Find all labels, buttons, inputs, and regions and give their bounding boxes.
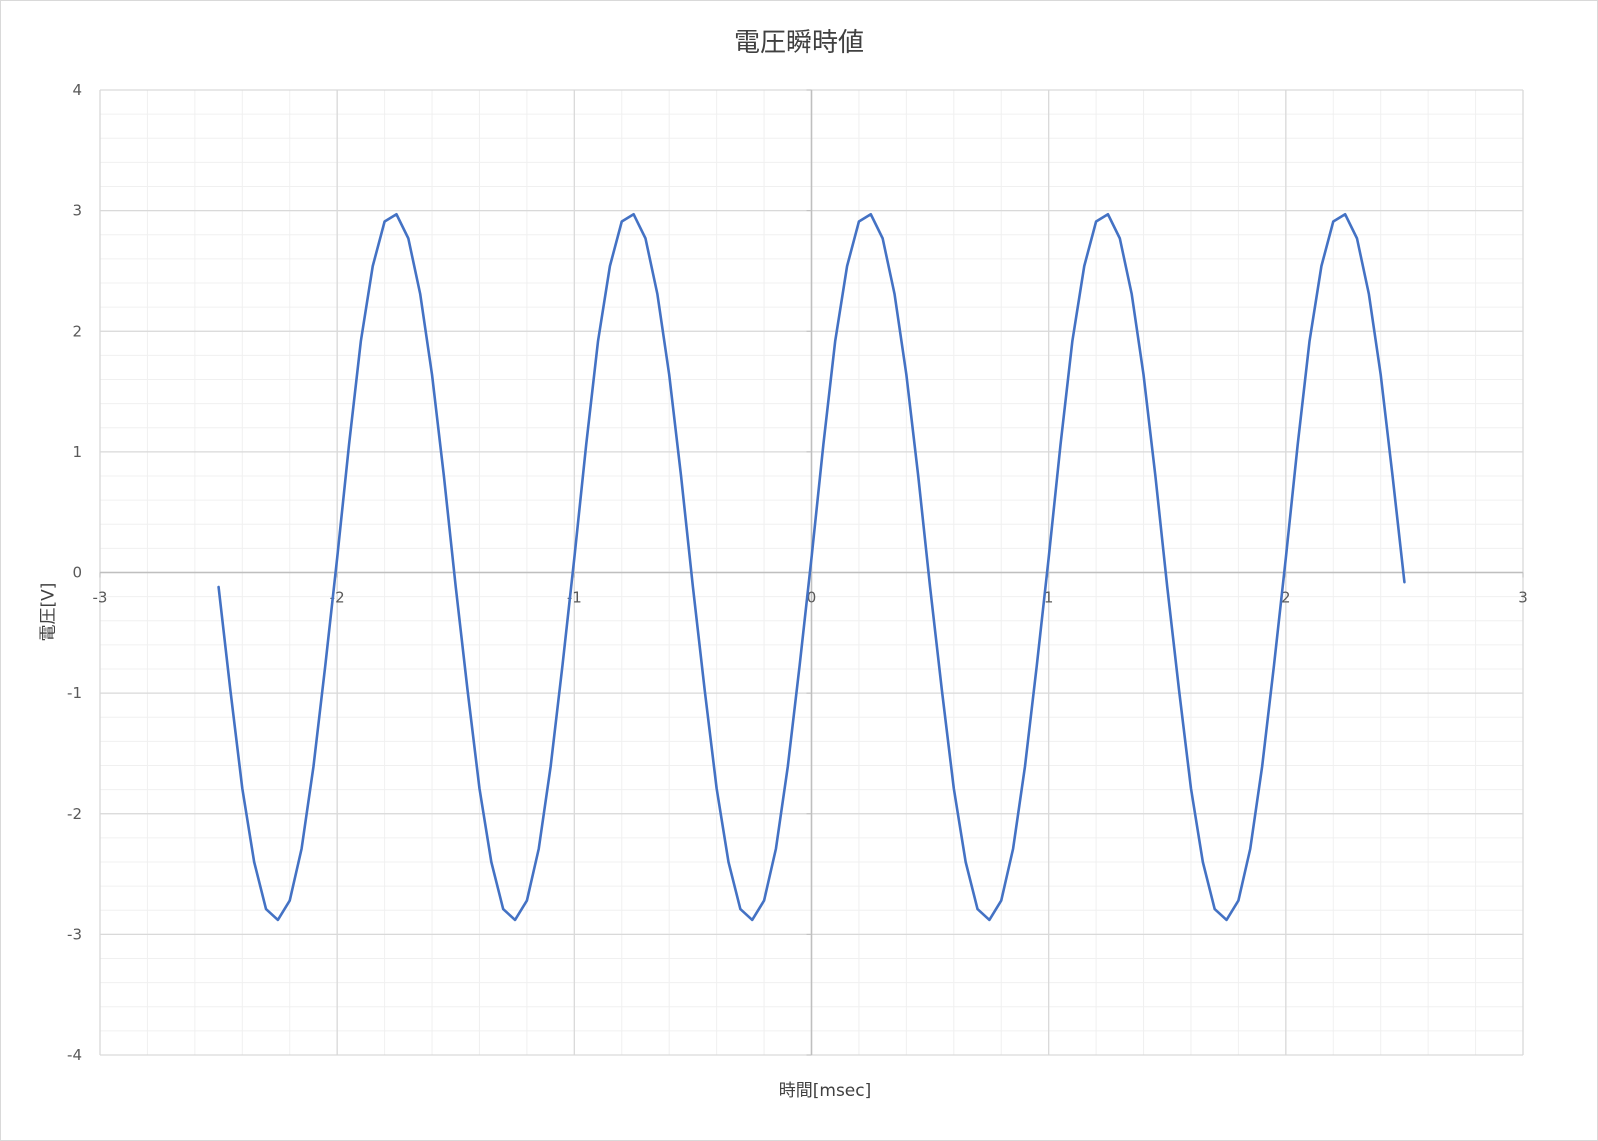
- y-tick-label: 1: [72, 443, 82, 461]
- y-tick-label: 3: [72, 202, 82, 220]
- y-tick-label: 4: [72, 81, 82, 99]
- y-tick-label: 2: [72, 322, 82, 340]
- y-tick-label: -1: [67, 684, 82, 702]
- x-tick-label: 3: [1518, 589, 1528, 607]
- y-tick-label: -3: [67, 925, 82, 943]
- y-tick-label: -2: [67, 805, 82, 823]
- y-tick-label: -4: [67, 1046, 82, 1064]
- x-tick-label: -3: [93, 589, 108, 607]
- y-tick-label: 0: [72, 564, 82, 582]
